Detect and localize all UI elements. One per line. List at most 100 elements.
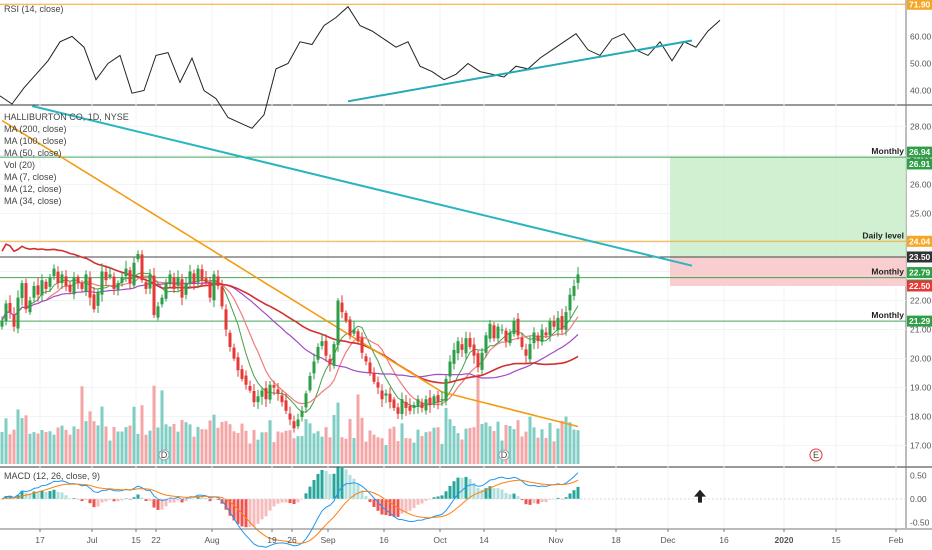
volume-bar (100, 406, 104, 464)
macd-histogram-bar (352, 478, 356, 499)
price-tag-label: 23.50 (909, 252, 931, 262)
volume-bar (196, 426, 200, 464)
volume-bar (280, 432, 284, 464)
macd-histogram-bar (168, 498, 172, 503)
candle-body (552, 321, 556, 327)
volume-bar (508, 426, 512, 464)
macd-histogram-bar (272, 498, 276, 507)
price-tag-box (907, 267, 932, 279)
earnings-marker-label: E (813, 450, 819, 460)
price-candles[interactable] (0, 250, 580, 433)
time-tick-label: Oct (433, 535, 447, 545)
volume-bar (456, 433, 460, 464)
volume-bar (488, 426, 492, 464)
candle-body (40, 280, 44, 296)
macd-histogram-bar (180, 498, 184, 503)
volume-bar (60, 425, 64, 464)
volume-bar (360, 417, 364, 464)
volume-bar (576, 430, 580, 464)
volume-bar (464, 428, 468, 464)
macd-histogram-bar (328, 474, 332, 499)
time-tick-label: 14 (479, 535, 489, 545)
volume-bar (408, 438, 412, 464)
macd-histogram-bar (400, 498, 404, 514)
macd-histogram-bar (536, 498, 540, 504)
candle-body (448, 361, 452, 377)
volume-bar (312, 433, 316, 464)
time-tick-label: 17 (35, 535, 45, 545)
candle-body (356, 331, 360, 342)
macd-histogram-bar (448, 486, 452, 499)
rsi-plot (0, 5, 721, 129)
candle-body (484, 335, 488, 353)
macd-histogram-bar (136, 494, 140, 499)
volume-bar (388, 428, 392, 464)
ma-12-line (1, 275, 579, 406)
candle-body (208, 281, 212, 298)
volume-bar (544, 437, 548, 464)
ma-34-line (1, 282, 579, 379)
volume-bar (448, 419, 452, 464)
candle-body (396, 407, 400, 414)
ma-200-line (31, 105, 693, 267)
level-note: Monthly (871, 146, 904, 156)
candle-body (252, 390, 256, 403)
macd-histogram-bar (112, 498, 116, 502)
volume-bar (332, 414, 336, 464)
volume-bar (252, 429, 256, 464)
candle-body (440, 399, 444, 401)
price-tick-label: 20.00 (910, 354, 932, 364)
candle-body (472, 344, 476, 356)
macd-histogram-bar (488, 486, 492, 499)
candle-body (84, 274, 88, 292)
volume-bar (176, 431, 180, 464)
candle-body (380, 390, 384, 400)
macd-histogram-bar (164, 498, 168, 507)
candle-body (228, 332, 232, 347)
volume-bar (128, 425, 132, 464)
volume-bar (524, 431, 528, 464)
macd-histogram-bar (60, 492, 64, 499)
volume-bar (304, 419, 308, 464)
macd-histogram-bar (356, 484, 360, 499)
volume-bar (444, 407, 448, 464)
candle-body (488, 323, 492, 339)
dividend-marker (498, 449, 510, 461)
time-tick-label: 2020 (775, 535, 794, 545)
level-note: Daily level (862, 230, 904, 240)
candle-body (132, 262, 136, 286)
macd-histogram-bar (392, 498, 396, 517)
candle-body (92, 294, 96, 310)
volume-bar (88, 411, 92, 464)
candle-body (436, 395, 440, 403)
candle-body (508, 332, 512, 344)
candle-body (576, 274, 580, 283)
volume-bar (24, 415, 28, 464)
volume-bar (528, 416, 532, 464)
volume-bar (36, 433, 40, 464)
volume-bar (340, 437, 344, 464)
candle-body (520, 337, 524, 347)
price-tick-label: 25.00 (910, 208, 932, 218)
macd-histogram-bar (260, 498, 264, 520)
candle-body (544, 332, 548, 336)
price-tag-box (907, 251, 932, 263)
volume-bar (484, 422, 488, 464)
volume-bar (132, 406, 136, 464)
time-tick-label: Dec (660, 535, 676, 545)
candle-body (464, 338, 468, 354)
candle-body (504, 330, 508, 342)
candle-body (304, 393, 308, 408)
volume-bar (148, 430, 152, 464)
macd-histogram-bar (364, 496, 368, 499)
time-tick-label: 15 (131, 535, 141, 545)
candle-body (444, 378, 448, 402)
candle-body (116, 283, 120, 290)
level-note: Monthly (871, 310, 904, 320)
macd-histogram-bar (44, 491, 48, 499)
candle-body (340, 302, 344, 313)
volume-bar (172, 423, 176, 464)
macd-histogram-bar (152, 498, 156, 508)
